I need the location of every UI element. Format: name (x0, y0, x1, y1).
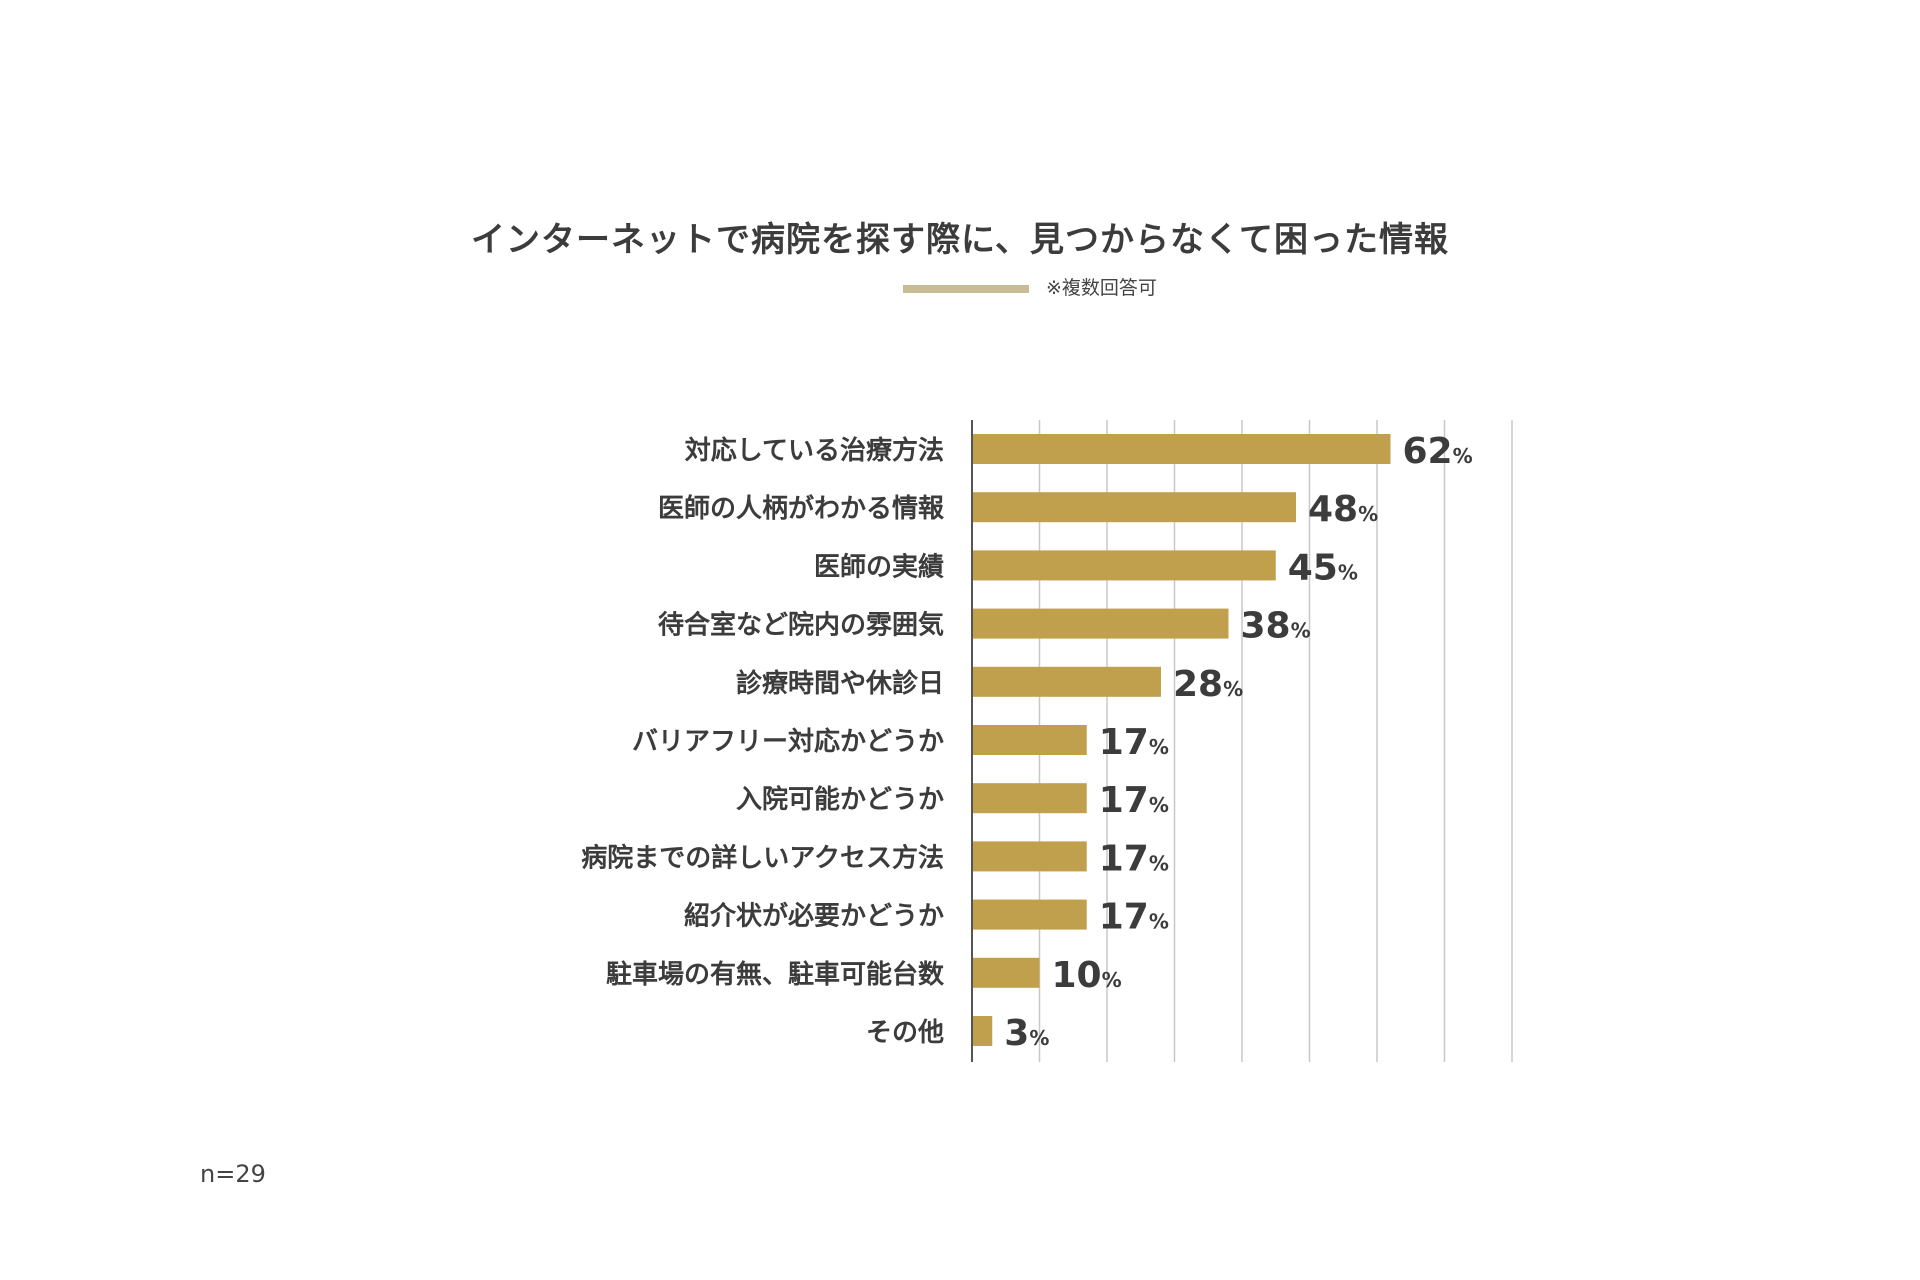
bar-0 (972, 434, 1391, 464)
bar-2 (972, 550, 1276, 581)
value-label-3: 38% (1241, 606, 1311, 647)
value-label-8: 17% (1099, 897, 1169, 938)
bar-9 (972, 957, 1040, 988)
category-label-7: 病院までの詳しいアクセス方法 (581, 842, 944, 873)
value-unit-2: % (1338, 560, 1358, 584)
value-unit-9: % (1102, 968, 1122, 992)
category-label-5: バリアフリー対応かどうか (632, 726, 944, 757)
value-number-8: 17 (1099, 897, 1149, 938)
value-number-5: 17 (1099, 722, 1149, 763)
value-label-1: 48% (1308, 489, 1378, 530)
value-unit-8: % (1149, 910, 1169, 934)
value-number-7: 17 (1099, 838, 1149, 879)
chart-title: インターネットで病院を探す際に、見つからなくて困った情報 (471, 220, 1449, 260)
value-number-9: 10 (1052, 955, 1102, 996)
value-label-6: 17% (1099, 780, 1169, 821)
value-number-10: 3 (1004, 1013, 1029, 1054)
bar-6 (972, 783, 1087, 814)
value-unit-0: % (1453, 444, 1473, 468)
category-label-9: 駐車場の有無、駐車可能台数 (606, 959, 945, 990)
value-label-5: 17% (1099, 722, 1169, 763)
value-labels: 62%48%45%38%28%17%17%17%17%10%3% (1004, 431, 1472, 1054)
category-label-0: 対応している治療方法 (685, 435, 944, 466)
bar-1 (972, 492, 1296, 523)
category-label-2: 医師の実績 (814, 551, 944, 582)
bar-7 (972, 841, 1087, 872)
bar-3 (972, 608, 1229, 639)
category-label-10: その他 (866, 1018, 944, 1048)
bar-5 (972, 725, 1087, 755)
category-labels: 対応している治療方法医師の人柄がわかる情報医師の実績待合室など院内の雰囲気診療時… (581, 435, 945, 1048)
category-label-8: 紹介状が必要かどうか (684, 901, 944, 932)
sample-size: n=29 (200, 1160, 266, 1188)
value-number-3: 38 (1241, 606, 1291, 647)
bars (972, 434, 1391, 1046)
value-label-4: 28% (1173, 664, 1243, 705)
value-number-2: 45 (1288, 547, 1338, 588)
multiple-answers-note: ※複数回答可 (1046, 277, 1157, 299)
value-unit-5: % (1149, 735, 1169, 759)
value-label-7: 17% (1099, 838, 1169, 879)
value-number-6: 17 (1099, 780, 1149, 821)
value-number-1: 48 (1308, 489, 1358, 530)
category-label-6: 入院可能かどうか (736, 784, 944, 815)
bar-4 (972, 666, 1161, 697)
bar-10 (972, 1016, 993, 1046)
value-unit-10: % (1029, 1026, 1049, 1050)
value-label-10: 3% (1004, 1013, 1049, 1054)
value-number-4: 28 (1173, 664, 1223, 705)
title-accent-line (903, 285, 1029, 293)
category-label-4: 診療時間や休診日 (736, 668, 944, 699)
value-label-2: 45% (1288, 547, 1358, 588)
value-label-0: 62% (1403, 431, 1473, 472)
category-label-1: 医師の人柄がわかる情報 (658, 493, 945, 524)
value-unit-7: % (1149, 851, 1169, 875)
category-label-3: 待合室など院内の雰囲気 (658, 610, 944, 641)
value-number-0: 62 (1403, 431, 1453, 472)
value-unit-4: % (1223, 677, 1243, 701)
value-label-9: 10% (1052, 955, 1122, 996)
value-unit-3: % (1291, 619, 1311, 643)
value-unit-1: % (1358, 502, 1378, 526)
value-unit-6: % (1149, 793, 1169, 817)
bar-8 (972, 899, 1087, 930)
